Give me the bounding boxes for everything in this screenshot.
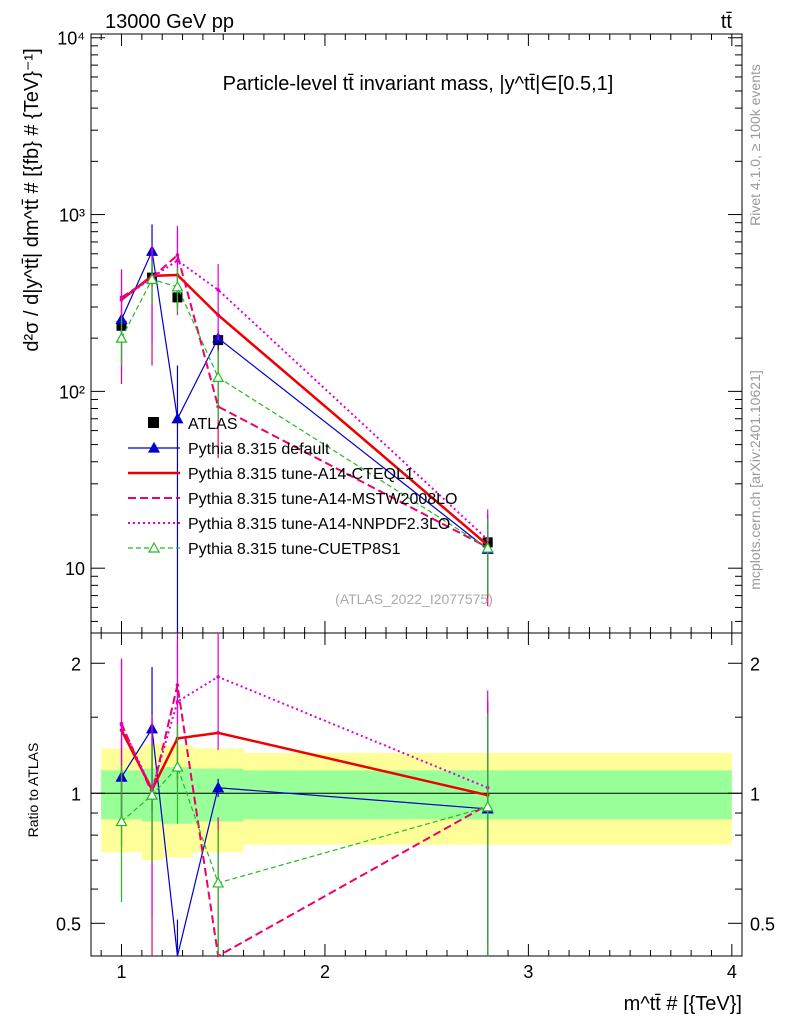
series-2 <box>119 273 490 797</box>
series-5 <box>115 260 494 956</box>
x-axis-label: m^tt̄ # [{TeV}] <box>624 993 742 1015</box>
energy-label: 13000 GeV pp <box>105 11 234 33</box>
series-marker <box>115 331 128 343</box>
series-marker <box>212 371 225 382</box>
ratio-tick-label-left: 0.5 <box>56 914 81 934</box>
process-label: tt̄ <box>721 11 733 33</box>
mcplots-label: mcplots.cern.ch [arXiv:2401.10621] <box>747 370 763 589</box>
y-axis-label-ratio: Ratio to ATLAS <box>25 743 41 838</box>
legend-label: Pythia 8.315 tune-A14-MSTW2008LO <box>188 491 457 508</box>
ratio-tick-label-right: 2 <box>750 654 760 674</box>
ratio-marker <box>115 815 128 827</box>
ratio-tick-label-left: 2 <box>71 654 81 674</box>
x-tick-label: 2 <box>320 962 330 982</box>
legend-marker <box>148 417 159 428</box>
legend: ATLAS Pythia 8.315 default Pythia 8.315 tu… <box>128 416 457 558</box>
ratio-line <box>121 765 488 884</box>
ratio-frame <box>90 632 743 957</box>
series-marker <box>481 541 494 553</box>
legend-label: Pythia 8.315 tune-A14-CTEQL1 <box>188 466 414 483</box>
chart-title: Particle-level tt̄ invariant mass, |y^tt… <box>223 73 614 95</box>
series-marker <box>119 297 124 302</box>
series-layer <box>115 224 494 958</box>
x-tick-label: 3 <box>523 962 533 982</box>
legend-marker <box>147 441 161 453</box>
series-line <box>120 259 489 541</box>
ratio-marker <box>119 723 124 727</box>
legend-marker <box>147 541 161 553</box>
y-axis-label-main: d²σ / d|y^tt̄| dm^tt̄ # [{fb} # {TeV}⁻¹] <box>21 48 43 351</box>
ratio-marker <box>216 675 220 679</box>
ratio-marker <box>171 760 184 772</box>
ratio-tick-label-left: 1 <box>71 784 81 804</box>
series-marker <box>171 280 184 292</box>
series-marker <box>175 258 180 263</box>
ratio-marker <box>146 788 159 800</box>
series-marker <box>171 412 184 424</box>
y-tick-label: 10 <box>65 559 85 579</box>
ratio-tick-label-right: 0.5 <box>750 914 775 934</box>
ratio-tick-label-right: 1 <box>750 784 760 804</box>
x-tick-label: 1 <box>117 962 127 982</box>
legend-label: Pythia 8.315 default <box>188 441 330 458</box>
x-tick-label: 4 <box>727 962 737 982</box>
rivet-label: Rivet 4.1.0, ≥ 100k events <box>747 64 763 226</box>
legend-label: Pythia 8.315 tune-CUETP8S1 <box>188 541 401 558</box>
legend-label: Pythia 8.315 tune-A14-NNPDF2.3LO <box>188 516 450 533</box>
series-marker <box>216 288 220 292</box>
series-marker <box>146 273 159 284</box>
ratio-marker <box>212 781 225 793</box>
y-tick-label: 10³ <box>59 206 85 226</box>
watermark: (ATLAS_2022_I2077575) <box>335 591 493 607</box>
ratio-marker <box>175 699 180 704</box>
axes: 1 2 3 4 10 10² 10³ 10⁴ 0.5 0.5 1 1 2 2 <box>56 29 775 982</box>
y-tick-label: 10² <box>59 382 85 402</box>
ratio-marker <box>212 876 225 888</box>
y-tick-label: 10⁴ <box>57 29 85 49</box>
legend-label: ATLAS <box>188 416 238 433</box>
ratio-marker <box>481 800 494 812</box>
